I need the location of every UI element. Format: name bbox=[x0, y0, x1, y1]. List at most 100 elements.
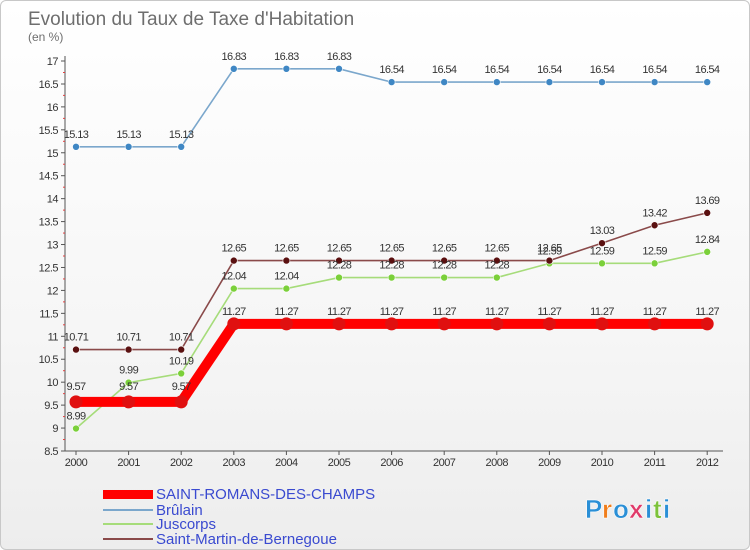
logo-letter: i bbox=[663, 494, 670, 524]
data-point bbox=[492, 273, 501, 282]
data-label: 11.27 bbox=[485, 306, 509, 318]
data-label: 12.59 bbox=[590, 245, 615, 257]
axes: 8.5 9 9.5 10 10.5 11 11.5 12 12.5 13 13.5 14 14.5 15 1… bbox=[39, 56, 723, 469]
y-tick-label: 16.5 bbox=[39, 79, 59, 91]
data-point bbox=[227, 317, 241, 331]
x-tick-label: 2006 bbox=[380, 457, 403, 469]
data-point bbox=[440, 256, 449, 265]
data-point bbox=[650, 221, 659, 230]
x-tick-label: 2002 bbox=[170, 457, 193, 469]
logo-letter: P bbox=[585, 494, 602, 524]
data-label: 12.65 bbox=[432, 243, 457, 255]
data-point bbox=[490, 317, 504, 331]
y-tick-label: 12 bbox=[47, 285, 59, 297]
series-group bbox=[69, 65, 714, 433]
data-point bbox=[440, 273, 449, 282]
data-label: 11.27 bbox=[432, 306, 456, 318]
data-label: 15.13 bbox=[116, 129, 141, 141]
data-label: 15.13 bbox=[64, 129, 89, 141]
data-point bbox=[69, 395, 83, 409]
data-label: 9.57 bbox=[119, 381, 138, 393]
legend: SAINT-ROMANS-DES-CHAMPSBrûlainJuscorpsSa… bbox=[103, 486, 375, 548]
y-tick-label: 15 bbox=[47, 148, 59, 160]
data-label: 12.28 bbox=[432, 260, 457, 272]
x-tick-label: 2010 bbox=[591, 457, 614, 469]
data-point bbox=[648, 317, 662, 331]
data-point bbox=[545, 256, 554, 265]
data-point bbox=[700, 317, 714, 331]
x-tick-label: 2007 bbox=[433, 457, 456, 469]
data-label: 16.54 bbox=[537, 64, 562, 76]
data-point bbox=[177, 143, 185, 151]
y-tick-label: 9.5 bbox=[44, 400, 58, 412]
y-tick-label: 14 bbox=[47, 194, 59, 206]
data-point bbox=[492, 256, 501, 265]
data-label: 11.27 bbox=[643, 306, 667, 318]
y-tick-label: 12.5 bbox=[39, 262, 59, 274]
data-point bbox=[230, 284, 238, 293]
logo-letter: x bbox=[629, 494, 644, 524]
data-label: 12.65 bbox=[537, 243, 562, 255]
data-point bbox=[598, 239, 606, 247]
data-point bbox=[703, 209, 712, 217]
legend-label: Juscorps bbox=[156, 516, 216, 533]
data-label: 10.71 bbox=[169, 332, 194, 344]
data-label: 11.27 bbox=[222, 306, 246, 318]
legend-swatch bbox=[103, 490, 153, 499]
legend-label: Saint-Martin-de-Bernegoue bbox=[156, 531, 337, 548]
data-point bbox=[542, 317, 556, 331]
x-tick-label: 2004 bbox=[275, 457, 298, 469]
x-tick-label: 2001 bbox=[117, 457, 140, 469]
logo-letter: t bbox=[653, 494, 662, 524]
y-tick-label: 8.5 bbox=[44, 446, 58, 458]
data-label: 16.54 bbox=[695, 64, 720, 76]
data-label: 11.27 bbox=[327, 306, 351, 318]
data-label: 13.42 bbox=[642, 207, 667, 219]
data-point bbox=[282, 284, 291, 293]
data-point bbox=[440, 78, 449, 86]
data-point bbox=[332, 317, 346, 331]
data-point bbox=[545, 78, 554, 86]
x-tick-label: 2003 bbox=[223, 457, 246, 469]
data-point bbox=[174, 395, 188, 409]
data-point bbox=[177, 369, 185, 378]
data-label: 10.71 bbox=[116, 332, 141, 344]
legend-label: Brûlain bbox=[156, 502, 203, 519]
data-point bbox=[124, 378, 133, 387]
data-label: 11.27 bbox=[695, 306, 719, 318]
data-label: 16.83 bbox=[222, 51, 247, 63]
data-label: 12.65 bbox=[327, 243, 352, 255]
data-label: 11.27 bbox=[380, 306, 404, 318]
data-label: 9.57 bbox=[172, 381, 191, 393]
y-tick-label: 11.5 bbox=[39, 308, 58, 320]
data-point bbox=[437, 317, 451, 331]
data-point bbox=[72, 424, 80, 433]
y-tick-label: 10 bbox=[47, 377, 59, 389]
data-point bbox=[598, 78, 606, 86]
data-label: 12.65 bbox=[222, 243, 247, 255]
logo-letter: i bbox=[645, 494, 652, 524]
data-point bbox=[335, 65, 343, 73]
y-tick-label: 13 bbox=[47, 240, 59, 252]
data-label: 12.65 bbox=[485, 243, 510, 255]
data-point bbox=[230, 256, 238, 265]
data-point bbox=[282, 256, 291, 265]
y-tick-label: 17 bbox=[47, 56, 59, 68]
data-label: 16.54 bbox=[432, 64, 457, 76]
data-point bbox=[595, 317, 609, 331]
data-label: 16.83 bbox=[274, 51, 299, 63]
data-label: 12.28 bbox=[485, 260, 510, 272]
data-label: 16.54 bbox=[485, 64, 510, 76]
data-point bbox=[387, 273, 396, 282]
y-tick-label: 15.5 bbox=[39, 125, 59, 137]
data-point bbox=[177, 345, 185, 354]
data-point bbox=[703, 78, 712, 86]
data-label: 10.19 bbox=[169, 355, 194, 367]
data-label: 16.54 bbox=[642, 64, 667, 76]
data-point bbox=[650, 78, 659, 86]
data-label: 12.65 bbox=[274, 243, 299, 255]
data-label: 13.69 bbox=[695, 195, 720, 207]
logo-letter: o bbox=[613, 494, 629, 524]
data-label: 11.27 bbox=[275, 306, 299, 318]
